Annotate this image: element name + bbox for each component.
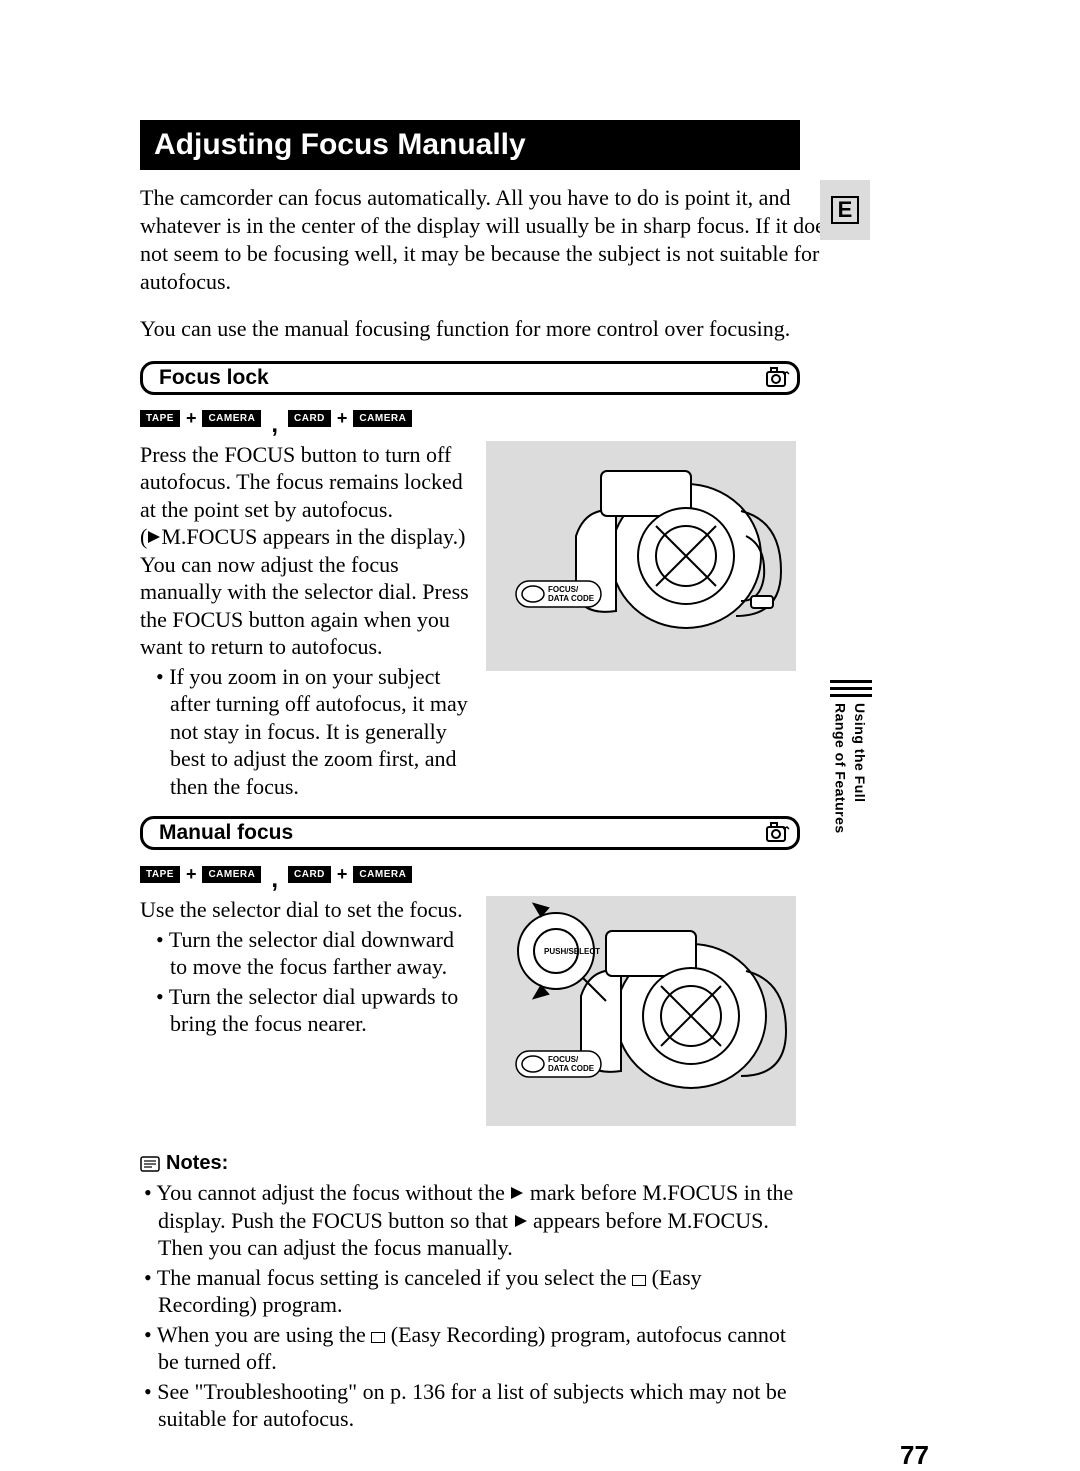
- plus-icon: +: [186, 864, 197, 885]
- side-line2: Range of Features: [833, 703, 849, 834]
- s1-p3: You can now adjust the focus manually wi…: [140, 551, 470, 661]
- plus-icon: +: [337, 864, 348, 885]
- section-title: Focus lock: [159, 366, 269, 390]
- s2-bullet2: Turn the selector dial upwards to bring …: [156, 983, 470, 1038]
- note-3: When you are using the (Easy Recording) …: [140, 1321, 800, 1376]
- page-title: Adjusting Focus Manually: [140, 120, 800, 170]
- mode-card: CARD: [288, 866, 331, 883]
- mode-tape: TAPE: [140, 410, 180, 427]
- s2-bullet1: Turn the selector dial downward to move …: [156, 926, 470, 981]
- section1-figure: FOCUS/ DATA CODE: [486, 441, 796, 801]
- page-content: Adjusting Focus Manually The camcorder c…: [140, 120, 940, 1435]
- mode-camera: CAMERA: [202, 410, 261, 427]
- plus-icon: +: [337, 408, 348, 429]
- mode-camera: CAMERA: [202, 866, 261, 883]
- s2-bullets: Turn the selector dial downward to move …: [140, 926, 470, 1038]
- n3a: When you are using the: [157, 1322, 371, 1347]
- notes-list: You cannot adjust the focus without the …: [140, 1179, 800, 1433]
- mode-card: CARD: [288, 410, 331, 427]
- section1-columns: Press the FOCUS button to turn off autof…: [140, 441, 800, 801]
- note-2: The manual focus setting is canceled if …: [140, 1264, 800, 1319]
- focus-label: FOCUS/: [548, 585, 579, 594]
- s1-p2: ( M.FOCUS appears in the display.): [140, 523, 470, 551]
- mode-row-2: TAPE + CAMERA , CARD + CAMERA: [140, 860, 940, 888]
- focus-label: FOCUS/: [548, 1055, 579, 1064]
- notes-header: Notes:: [140, 1152, 940, 1175]
- triangle-right-icon: [514, 1214, 528, 1228]
- section2-columns: Use the selector dial to set the focus. …: [140, 896, 800, 1126]
- mode-camera: CAMERA: [353, 410, 412, 427]
- s1-bullets: If you zoom in on your subject after tur…: [140, 663, 470, 801]
- intro-paragraph-2: You can use the manual focusing function…: [140, 315, 800, 343]
- datacode-label: DATA CODE: [548, 594, 595, 603]
- side-tab-lines: [830, 680, 872, 697]
- section-header-focus-lock: Focus lock: [140, 361, 800, 395]
- note-1: You cannot adjust the focus without the …: [140, 1179, 800, 1262]
- language-indicator: E: [820, 180, 870, 240]
- easy-recording-icon: [632, 1275, 646, 1286]
- paren-open: (: [140, 524, 147, 549]
- s1-p2b: M.FOCUS appears in the display.): [161, 524, 465, 549]
- comma: ,: [267, 411, 282, 439]
- push-select-label: PUSH/SELECT: [544, 947, 600, 956]
- section-header-manual-focus: Manual focus: [140, 816, 800, 850]
- s1-p1: Press the FOCUS button to turn off autof…: [140, 441, 470, 524]
- camera-remote-icon: [765, 366, 791, 390]
- datacode-label: DATA CODE: [548, 1064, 595, 1073]
- notes-title: Notes:: [166, 1152, 228, 1175]
- triangle-right-icon: [147, 530, 161, 544]
- page-number: 77: [900, 1440, 929, 1471]
- triangle-right-icon: [510, 1186, 524, 1200]
- mode-tape: TAPE: [140, 866, 180, 883]
- side-tab-text: Using the Full Range of Features: [830, 703, 869, 834]
- section2-figure: PUSH/SELECT FOCUS/ DATA CODE: [486, 896, 796, 1126]
- side-tab: Using the Full Range of Features: [830, 680, 872, 870]
- section1-text: Press the FOCUS button to turn off autof…: [140, 441, 470, 801]
- easy-recording-icon: [371, 1332, 385, 1343]
- n2a: The manual focus setting is canceled if …: [157, 1265, 632, 1290]
- mode-row-1: TAPE + CAMERA , CARD + CAMERA: [140, 405, 940, 433]
- plus-icon: +: [186, 408, 197, 429]
- s2-p1: Use the selector dial to set the focus.: [140, 896, 470, 924]
- intro-paragraph-1: The camcorder can focus automatically. A…: [140, 184, 840, 297]
- side-line1: Using the Full: [852, 703, 868, 803]
- section2-text: Use the selector dial to set the focus. …: [140, 896, 470, 1126]
- n1a: You cannot adjust the focus without the: [156, 1180, 510, 1205]
- camera-illustration-2: PUSH/SELECT FOCUS/ DATA CODE: [486, 896, 796, 1126]
- camera-remote-icon: [765, 821, 791, 845]
- notes-icon: [140, 1156, 160, 1172]
- language-code: E: [831, 196, 859, 224]
- note-4: See "Troubleshooting" on p. 136 for a li…: [140, 1378, 800, 1433]
- section-title: Manual focus: [159, 821, 293, 845]
- mode-camera: CAMERA: [353, 866, 412, 883]
- s1-bullet1: If you zoom in on your subject after tur…: [156, 663, 470, 801]
- camera-illustration-1: FOCUS/ DATA CODE: [486, 441, 796, 671]
- comma: ,: [267, 866, 282, 894]
